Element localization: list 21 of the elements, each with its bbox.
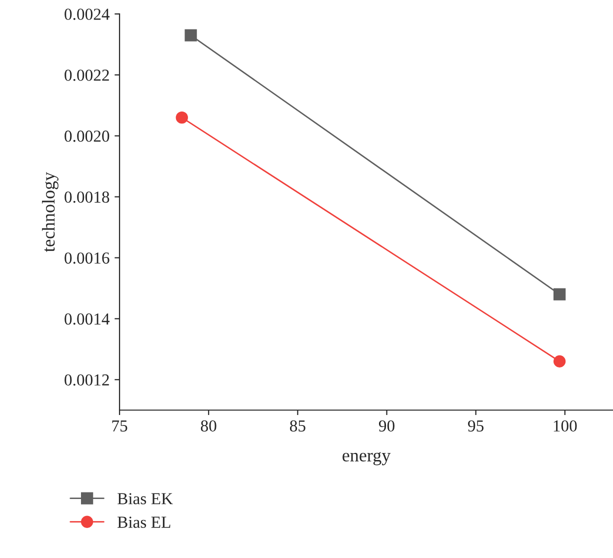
y-tick-label: 0.0012 — [64, 374, 109, 386]
y-tick-label: 0.0020 — [64, 130, 110, 142]
legend-label: Bias EK — [118, 493, 173, 504]
point — [176, 111, 188, 124]
point — [553, 288, 566, 300]
x-tick-label: 85 — [290, 420, 306, 432]
point — [553, 355, 566, 368]
x-tick-label: 95 — [468, 420, 484, 432]
legend-label: Bias EL — [118, 516, 170, 528]
x-tick-label: 80 — [200, 420, 216, 432]
y-tick-label: 0.0022 — [64, 70, 109, 81]
x-tick-label: 90 — [378, 420, 394, 432]
point — [184, 29, 197, 42]
x-tick-label: 75 — [112, 420, 128, 432]
y-tick-label: 0.0018 — [64, 192, 110, 203]
y-axis-title: technology — [42, 172, 58, 252]
x-axis-title: energy — [342, 452, 391, 466]
x-tick-label: 100 — [554, 420, 577, 432]
y-tick-label: 0.0014 — [64, 313, 110, 325]
y-tick-label: 0.0024 — [64, 8, 110, 20]
y-tick-label: 0.0016 — [64, 252, 110, 264]
